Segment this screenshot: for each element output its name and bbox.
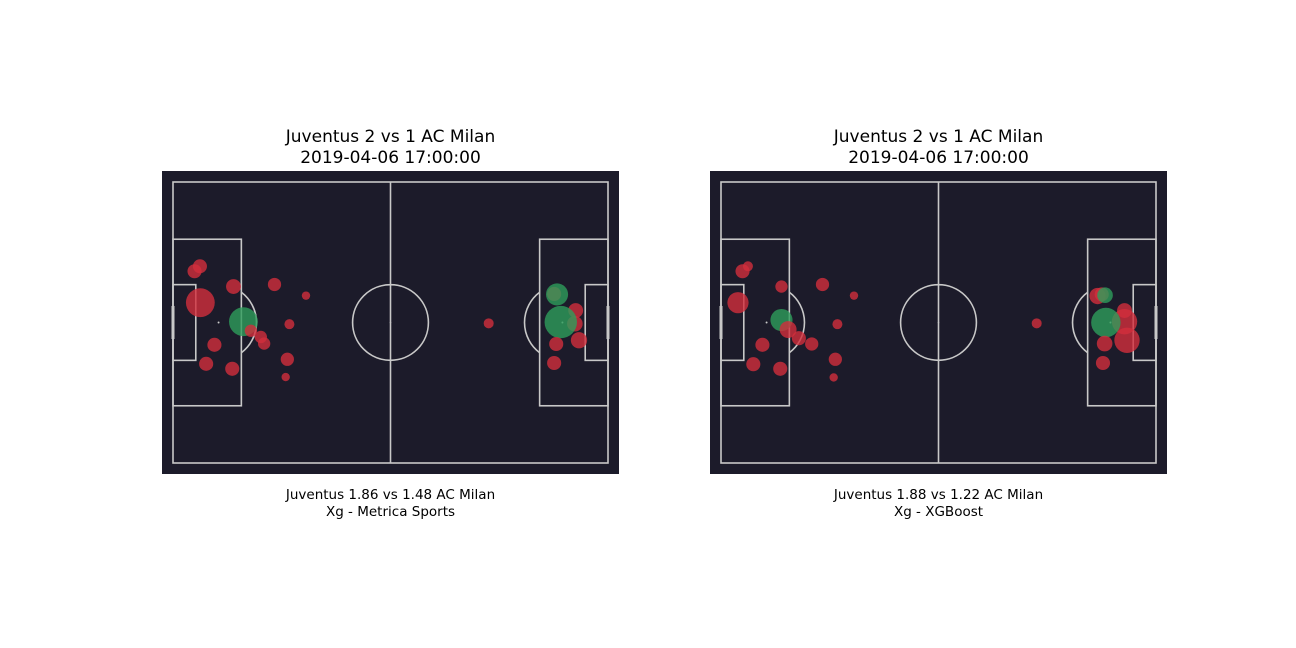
shot-goal-marker — [1091, 307, 1121, 338]
match-title: Juventus 2 vs 1 AC Milan — [833, 127, 1044, 147]
shot-marker — [1096, 335, 1113, 352]
shot-marker — [185, 288, 215, 318]
shot-marker — [483, 318, 494, 329]
shot-marker — [815, 277, 830, 292]
shot-marker — [746, 357, 761, 372]
shot-marker — [257, 337, 271, 350]
shot-marker — [828, 352, 842, 366]
shot-marker — [301, 291, 311, 300]
shot-marker — [742, 261, 753, 272]
goal-right — [606, 305, 610, 340]
shot-goal-marker — [545, 283, 569, 306]
shot-marker — [570, 332, 588, 349]
shot-marker — [226, 279, 241, 294]
xg-totals: Juventus 1.86 vs 1.48 AC Milan — [285, 487, 496, 503]
chart-caption: Juventus 1.86 vs 1.48 AC Milan Xg - Metr… — [162, 487, 619, 521]
shot-marker — [192, 259, 207, 274]
shot-marker — [791, 331, 806, 346]
shot-goal-marker — [544, 305, 577, 339]
match-title: Juventus 2 vs 1 AC Milan — [285, 127, 496, 147]
shot-marker — [284, 319, 295, 330]
shot-marker — [832, 319, 843, 330]
shot-marker — [829, 373, 838, 382]
goal-left — [171, 305, 175, 340]
centre-circle — [899, 283, 978, 362]
shot-map-pitch — [710, 171, 1167, 474]
centre-circle — [351, 283, 430, 362]
xg-model-label: Xg - XGBoost — [893, 504, 984, 520]
shot-goal-marker — [1097, 287, 1113, 304]
penalty-arc-right — [523, 291, 541, 354]
penalty-spot-left — [765, 321, 768, 324]
shot-marker — [727, 292, 749, 314]
shot-marker — [849, 291, 859, 300]
xg-totals: Juventus 1.88 vs 1.22 AC Milan — [833, 487, 1044, 503]
shot-marker — [199, 356, 214, 371]
shot-marker — [1095, 355, 1111, 371]
shot-marker — [280, 352, 294, 366]
goal-right — [1154, 305, 1158, 340]
shot-marker — [779, 321, 797, 338]
shot-marker — [755, 337, 770, 352]
shot-marker — [547, 355, 562, 371]
penalty-arc-left — [788, 291, 806, 354]
match-datetime: 2019-04-06 17:00:00 — [300, 148, 481, 168]
shot-marker — [549, 336, 564, 352]
penalty-arc-right — [1071, 291, 1089, 354]
chart-title: Juventus 2 vs 1 AC Milan 2019-04-06 17:0… — [710, 127, 1167, 169]
shot-marker — [244, 324, 258, 337]
shot-marker — [1031, 318, 1042, 329]
shot-marker — [775, 280, 788, 293]
shot-map-pitch — [162, 171, 619, 474]
shot-marker — [281, 372, 290, 382]
xg-model-label: Xg - Metrica Sports — [325, 504, 456, 520]
shot-marker — [267, 277, 282, 292]
shot-marker — [805, 337, 819, 351]
chart-caption: Juventus 1.88 vs 1.22 AC Milan Xg - XGBo… — [710, 487, 1167, 521]
shot-marker — [773, 361, 788, 376]
match-datetime: 2019-04-06 17:00:00 — [848, 148, 1029, 168]
centre-spot — [389, 321, 392, 324]
shot-marker — [207, 337, 222, 352]
chart-title: Juventus 2 vs 1 AC Milan 2019-04-06 17:0… — [162, 127, 619, 169]
centre-spot — [937, 321, 940, 324]
shot-marker — [1114, 327, 1140, 353]
goal-left — [719, 305, 723, 340]
penalty-spot-left — [217, 321, 220, 324]
shot-marker — [225, 361, 240, 376]
